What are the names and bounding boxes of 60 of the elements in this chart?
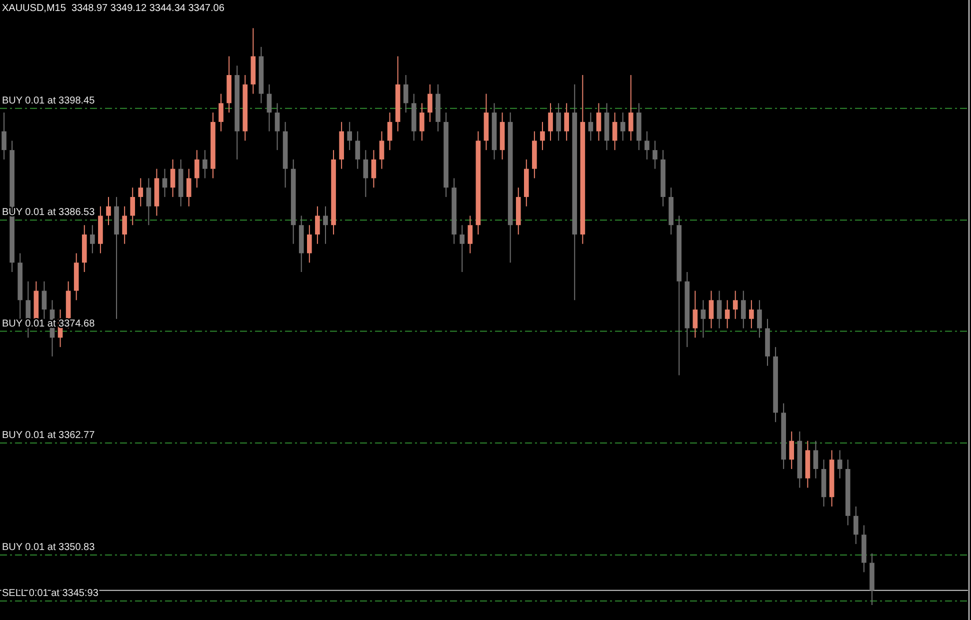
candlestick <box>162 168 168 198</box>
candlestick <box>186 168 192 207</box>
ref-line-label: BUY 0.01 at 3398.45 <box>2 95 96 106</box>
candlestick <box>588 112 594 142</box>
candlestick <box>428 84 432 122</box>
candlestick <box>468 215 473 254</box>
candlestick <box>379 130 384 170</box>
candlestick <box>355 130 360 170</box>
candlestick <box>596 102 602 142</box>
candlestick <box>42 280 47 320</box>
candlestick <box>460 224 465 273</box>
candlestick <box>2 112 6 160</box>
candlestick <box>813 440 818 479</box>
candlestick <box>202 150 208 179</box>
candlestick <box>307 224 312 264</box>
candlestick <box>716 290 722 329</box>
candlestick <box>315 206 320 244</box>
candlestick <box>564 102 569 142</box>
candlestick <box>853 506 858 545</box>
candlestick <box>274 102 280 151</box>
candlestick <box>218 93 224 132</box>
candlestick <box>708 290 714 329</box>
candlestick <box>837 450 842 479</box>
candlestick <box>194 150 200 188</box>
candlestick <box>556 102 561 142</box>
candlestick <box>540 121 545 151</box>
candlestick <box>700 300 706 338</box>
candlestick <box>644 130 650 160</box>
ref-line-label: BUY 0.01 at 3386.53 <box>2 207 96 218</box>
candlestick <box>323 206 328 244</box>
candlestick <box>90 224 95 254</box>
candlestick <box>138 178 144 207</box>
candlestick <box>757 300 762 338</box>
candlestick <box>628 74 634 142</box>
candlestick <box>371 150 376 188</box>
candlestick <box>106 196 111 226</box>
candlestick <box>732 290 738 320</box>
candlestick <box>612 112 618 151</box>
candlestick <box>363 150 368 198</box>
candlestick <box>130 187 136 226</box>
candlestick <box>652 140 658 170</box>
candlestick <box>620 112 626 142</box>
candlestick <box>347 121 352 151</box>
ref-line-label: BUY 0.01 at 3362.77 <box>2 430 96 442</box>
candlestick <box>692 290 698 338</box>
candlestick <box>789 430 794 470</box>
candlestick <box>387 112 392 151</box>
candlestick <box>749 300 754 329</box>
candlestick <box>420 102 424 142</box>
candlestick <box>740 290 746 329</box>
candlestick <box>146 178 152 226</box>
candlestick <box>403 74 408 114</box>
candlestick <box>266 84 272 132</box>
candlestick <box>724 300 730 329</box>
candlestick <box>548 102 553 142</box>
candlestick <box>170 158 176 198</box>
ref-line-label: SELL 0.01 at 3345.93 <box>2 588 99 599</box>
chart-title: XAUUSD,M15 3348.97 3349.12 3344.34 3347.06 <box>2 3 225 14</box>
ref-line-label: BUY 0.01 at 3350.83 <box>2 542 96 553</box>
candlestick <box>122 206 127 244</box>
